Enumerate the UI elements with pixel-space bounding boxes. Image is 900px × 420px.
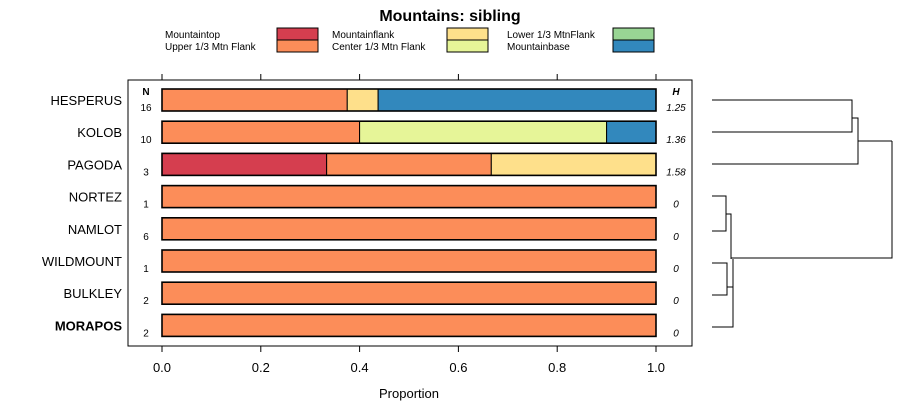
row-h-value: 0 [673,264,679,275]
n-column-header: N [142,87,149,98]
row-n-value: 10 [140,135,152,146]
row-h-value: 1.58 [666,167,686,178]
row-h-value: 0 [673,328,679,339]
h-column-header: H [672,87,680,98]
row-h-value: 0 [673,232,679,243]
legend-swatch [446,27,489,41]
row-h-value: 0 [673,200,679,211]
row-label: PAGODA [67,157,122,172]
row-h-value: 0 [673,296,679,307]
dendrogram-branch [712,99,853,104]
dendrogram [712,99,893,328]
chart-title: Mountains: sibling [379,8,520,25]
row-label: HESPERUS [50,93,122,108]
row-n-value: 2 [143,296,149,307]
dendrogram-branch [726,213,732,259]
dendrogram-branch [712,259,734,328]
x-axis: 0.0 0.2 0.4 0.6 0.8 1.0 [153,74,665,375]
bar-segment [326,152,492,176]
bar-outline [161,249,657,273]
bar-segment [377,88,657,112]
legend-swatch [276,39,319,53]
row-n-value: 1 [143,200,149,211]
legend-label: Mountaintop [165,30,220,41]
row-n-value: 6 [143,232,149,243]
bar-segment [161,281,657,305]
dendrogram-branch [712,262,728,279]
bar-segment [161,120,361,144]
dendrogram-branch [712,104,853,133]
row-label: BULKLEY [63,286,122,301]
row-n-value: 2 [143,328,149,339]
bar-segment [490,152,657,176]
dendrogram-branch [852,117,859,141]
row-n-value: 3 [143,167,149,178]
bar-segment [161,249,657,273]
row-label: KOLOB [77,125,122,140]
bar-segment [161,217,657,241]
bar-segment [161,152,328,176]
legend-swatch [446,39,489,53]
legend-swatch [276,27,319,41]
legend-label: Lower 1/3 MtnFlank [507,30,596,41]
row-label: WILDMOUNT [42,254,122,269]
bar-segment [161,313,657,337]
x-axis-title: Proportion [379,386,439,401]
bar-outline [161,152,657,177]
row-label: MORAPOS [55,318,123,333]
x-tick-label: 0.4 [351,360,369,375]
dendrogram-branch [712,214,727,232]
legend-label: Center 1/3 Mtn Flank [332,42,426,53]
bar-segment [359,120,608,144]
bars-group [161,88,657,338]
dendrogram-branch [712,195,727,214]
bar-segment [161,88,348,112]
bar-outline [161,281,657,306]
bar-segment [606,120,657,144]
plot-frame [127,79,693,347]
x-tick-label: 0.8 [548,360,566,375]
dendrogram-branch [712,279,728,296]
bar-outline [161,120,657,144]
dendrogram-branch [712,141,859,165]
legend-swatch [612,39,655,53]
legend-label: Mountainbase [507,42,570,53]
row-h-value: 1.36 [666,135,686,146]
x-tick-label: 0.0 [153,360,171,375]
legend-swatch [612,27,655,41]
bar-segment [161,185,657,209]
row-n-value: 16 [140,103,152,114]
x-tick-label: 0.6 [449,360,467,375]
bar-outline [161,184,657,209]
bar-segment [346,88,379,112]
legend-label: Mountainflank [332,30,395,41]
x-tick-label: 1.0 [647,360,665,375]
row-label: NAMLOT [68,222,122,237]
bar-outline [161,217,657,241]
row-label: NORTEZ [69,190,122,205]
bar-outline [161,313,657,338]
legend-label: Upper 1/3 Mtn Flank [165,42,257,53]
dendrogram-branch [727,259,734,288]
x-tick-label: 0.2 [252,360,270,375]
row-h-value: 1.25 [666,103,686,114]
dendrogram-branch [731,141,893,259]
bar-outline [161,88,657,112]
row-n-value: 1 [143,264,149,275]
